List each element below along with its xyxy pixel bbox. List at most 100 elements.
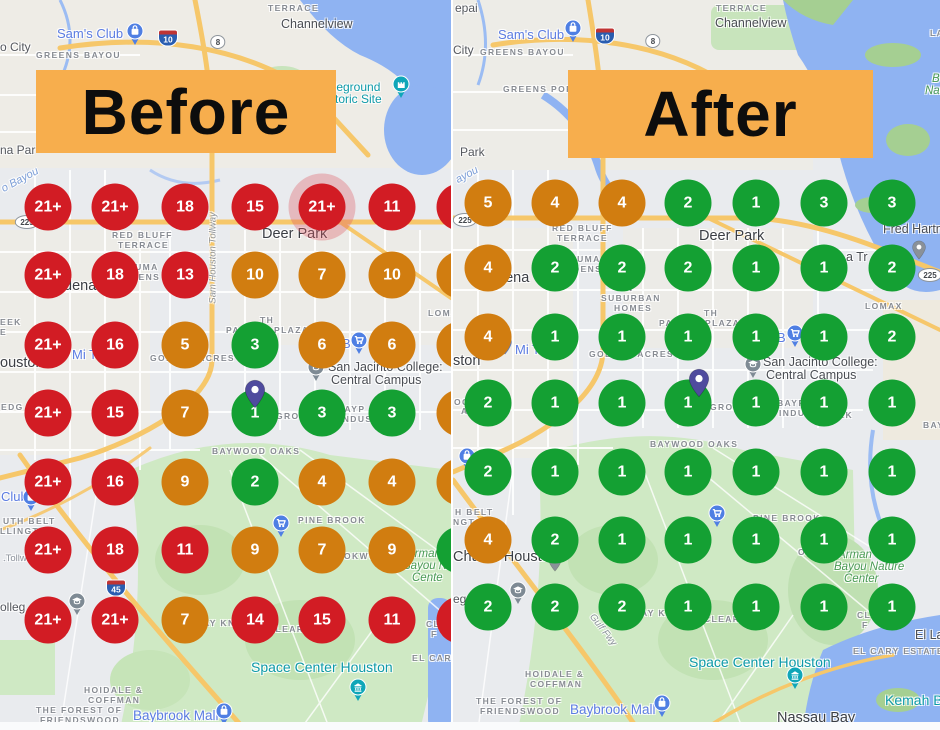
drive-time-marker[interactable]: 7 <box>161 596 209 644</box>
drive-time-marker[interactable]: 1 <box>800 583 848 631</box>
cart-pin[interactable] <box>350 331 368 355</box>
drive-time-marker[interactable] <box>436 183 451 231</box>
drive-time-marker[interactable]: 4 <box>531 179 579 227</box>
drive-time-marker[interactable]: 2 <box>531 583 579 631</box>
drive-time-marker[interactable]: 16 <box>91 458 139 506</box>
bag-pin[interactable] <box>564 19 582 43</box>
drive-time-marker[interactable]: 10 <box>231 251 279 299</box>
drive-time-marker[interactable]: 1 <box>800 379 848 427</box>
drive-time-marker[interactable]: 21+ <box>24 251 72 299</box>
museum-pin[interactable] <box>349 678 367 702</box>
selected-location-pin[interactable] <box>244 379 266 409</box>
drive-time-marker[interactable]: 21+ <box>24 596 72 644</box>
drive-time-marker[interactable]: 2 <box>531 516 579 564</box>
drive-time-marker[interactable]: 7 <box>298 251 346 299</box>
drive-time-marker[interactable]: 4 <box>464 244 512 292</box>
drive-time-marker[interactable] <box>436 321 451 369</box>
drive-time-marker[interactable]: 21+ <box>24 183 72 231</box>
drive-time-marker[interactable]: 9 <box>161 458 209 506</box>
drive-time-marker[interactable]: 2 <box>231 458 279 506</box>
drive-time-marker[interactable]: 13 <box>161 251 209 299</box>
drive-time-marker[interactable]: 21+ <box>24 321 72 369</box>
drive-time-marker[interactable]: 3 <box>231 321 279 369</box>
bag-pin[interactable] <box>215 702 233 726</box>
drive-time-marker[interactable]: 7 <box>298 526 346 574</box>
drive-time-marker[interactable]: 1 <box>732 516 780 564</box>
drive-time-marker[interactable]: 1 <box>800 244 848 292</box>
drive-time-marker[interactable]: 18 <box>91 251 139 299</box>
drive-time-marker[interactable]: 1 <box>598 448 646 496</box>
drive-time-marker[interactable]: 15 <box>231 183 279 231</box>
drive-time-marker[interactable]: 1 <box>531 448 579 496</box>
drive-time-marker[interactable]: 2 <box>598 583 646 631</box>
drive-time-marker[interactable]: 4 <box>464 516 512 564</box>
drive-time-marker[interactable]: 10 <box>368 251 416 299</box>
drive-time-marker[interactable]: 2 <box>868 244 916 292</box>
drive-time-marker[interactable]: 6 <box>298 321 346 369</box>
drive-time-marker[interactable] <box>436 251 451 299</box>
drive-time-marker[interactable]: 2 <box>531 244 579 292</box>
drive-time-marker[interactable]: 1 <box>598 379 646 427</box>
drive-time-marker[interactable]: 7 <box>161 389 209 437</box>
drive-time-marker[interactable]: 1 <box>664 583 712 631</box>
drive-time-marker[interactable]: 4 <box>298 458 346 506</box>
drive-time-marker[interactable]: 1 <box>732 379 780 427</box>
drive-time-marker[interactable]: 15 <box>91 389 139 437</box>
drive-time-marker[interactable]: 1 <box>732 244 780 292</box>
drive-time-marker[interactable]: 1 <box>598 313 646 361</box>
drive-time-marker[interactable]: 2 <box>664 179 712 227</box>
drive-time-marker[interactable]: 3 <box>800 179 848 227</box>
drive-time-marker[interactable]: 1 <box>732 313 780 361</box>
drive-time-marker[interactable]: 1 <box>868 583 916 631</box>
drive-time-marker[interactable]: 11 <box>161 526 209 574</box>
drive-time-marker[interactable]: 14 <box>231 596 279 644</box>
drive-time-marker[interactable]: 21+ <box>24 389 72 437</box>
drive-time-marker[interactable]: 1 <box>868 516 916 564</box>
drive-time-marker[interactable]: 2 <box>664 244 712 292</box>
drive-time-marker[interactable]: 6 <box>368 321 416 369</box>
drive-time-marker[interactable]: 1 <box>531 313 579 361</box>
drive-time-marker[interactable]: 18 <box>161 183 209 231</box>
drive-time-marker[interactable]: 21+ <box>91 183 139 231</box>
bag-pin[interactable] <box>653 694 671 718</box>
drive-time-marker[interactable]: 16 <box>91 321 139 369</box>
drive-time-marker[interactable]: 1 <box>598 516 646 564</box>
museum-pin[interactable] <box>786 666 804 690</box>
drive-time-marker[interactable]: 11 <box>368 596 416 644</box>
drive-time-marker[interactable]: 1 <box>664 516 712 564</box>
drive-time-marker[interactable]: 18 <box>91 526 139 574</box>
drive-time-marker[interactable]: 2 <box>868 313 916 361</box>
gradcap-pin[interactable] <box>509 581 527 605</box>
drive-time-marker[interactable]: 3 <box>298 389 346 437</box>
drive-time-marker[interactable]: 1 <box>868 379 916 427</box>
drive-time-marker[interactable]: 2 <box>464 448 512 496</box>
drive-time-marker[interactable]: 2 <box>464 583 512 631</box>
drive-time-marker[interactable]: 4 <box>464 313 512 361</box>
drive-time-marker[interactable]: 9 <box>368 526 416 574</box>
drive-time-marker[interactable]: 3 <box>868 179 916 227</box>
drive-time-marker[interactable] <box>436 389 451 437</box>
drive-time-marker[interactable]: 1 <box>800 313 848 361</box>
drive-time-marker[interactable]: 3 <box>368 389 416 437</box>
cart-pin[interactable] <box>708 504 726 528</box>
drive-time-marker[interactable]: 9 <box>231 526 279 574</box>
drive-time-marker[interactable]: 2 <box>464 379 512 427</box>
cart-pin[interactable] <box>786 324 804 348</box>
drive-time-marker[interactable]: 1 <box>664 313 712 361</box>
selected-location-pin[interactable] <box>688 368 710 398</box>
drive-time-marker[interactable]: 1 <box>664 448 712 496</box>
drive-time-marker[interactable]: 15 <box>298 596 346 644</box>
cart-pin[interactable] <box>272 514 290 538</box>
drive-time-marker[interactable]: 5 <box>464 179 512 227</box>
drive-time-marker[interactable] <box>436 526 451 574</box>
gradcap-pin[interactable] <box>68 592 86 616</box>
drive-time-marker[interactable]: 21+ <box>91 596 139 644</box>
drive-time-marker[interactable]: 21+ <box>24 458 72 506</box>
drive-time-marker[interactable]: 1 <box>732 583 780 631</box>
drive-time-marker[interactable]: 21+ <box>24 526 72 574</box>
drive-time-marker[interactable]: 5 <box>161 321 209 369</box>
drop-pin[interactable] <box>912 240 926 260</box>
bag-pin[interactable] <box>126 22 144 46</box>
drive-time-marker[interactable]: 1 <box>732 179 780 227</box>
map-before[interactable]: Before TERRACE Channelview Sam's Club o Cit… <box>0 0 451 730</box>
